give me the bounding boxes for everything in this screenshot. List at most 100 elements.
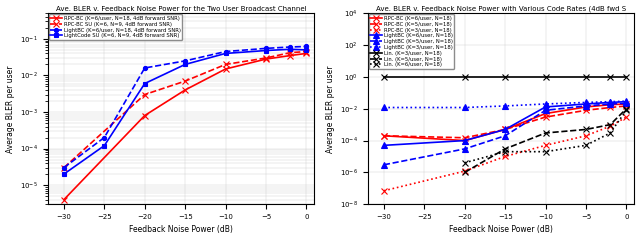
Line: LightBC (K=6/user, N=18, 4dB forward SNR): LightBC (K=6/user, N=18, 4dB forward SNR… xyxy=(62,44,308,170)
Lin. (K=6/user, N=18) xyxy=(623,109,630,112)
LightBC (K=6/user, N=18) xyxy=(501,128,509,131)
Title: Ave. BLER v. Feedback Noise Power for the Two User Broadcast Channel: Ave. BLER v. Feedback Noise Power for th… xyxy=(56,5,307,11)
Line: Lin. (K=3/user, N=18): Lin. (K=3/user, N=18) xyxy=(381,74,629,80)
X-axis label: Feedback Noise Power (dB): Feedback Noise Power (dB) xyxy=(129,225,233,235)
LightBC (K=6/user, N=18, 4dB forward SNR) xyxy=(181,60,189,62)
RPC-BC SU (K=6, N=9, 4dB forward SNR) xyxy=(60,166,68,169)
Y-axis label: Average BLER per user: Average BLER per user xyxy=(326,65,335,152)
RPC-BC (K=6/user, N=18, 4dB forward SNR) xyxy=(262,58,270,61)
LightCode SU (K=6, N=9, 4dB forward SNR) xyxy=(100,144,108,147)
Line: LightCode SU (K=6, N=9, 4dB forward SNR): LightCode SU (K=6, N=9, 4dB forward SNR) xyxy=(62,47,308,176)
Line: LightBC (K=6/user, N=18): LightBC (K=6/user, N=18) xyxy=(381,99,629,148)
Legend: RPC-BC (K=6/user, N=18), RPC-BC (K=5/user, N=18), RPC-BC (K=3/user, N=18), Light: RPC-BC (K=6/user, N=18), RPC-BC (K=5/use… xyxy=(369,14,454,69)
RPC-BC (K=6/user, N=18, 4dB forward SNR) xyxy=(60,198,68,201)
Lin. (K=3/user, N=18) xyxy=(606,75,614,78)
Line: LightBC (K=3/user, N=18): LightBC (K=3/user, N=18) xyxy=(381,98,629,110)
LightBC (K=6/user, N=18) xyxy=(606,101,614,104)
Y-axis label: Average BLER per user: Average BLER per user xyxy=(6,65,15,152)
Line: Lin. (K=6/user, N=18): Lin. (K=6/user, N=18) xyxy=(462,108,629,166)
Line: Lin. (K=5/user, N=18): Lin. (K=5/user, N=18) xyxy=(462,106,629,175)
RPC-BC (K=5/user, N=18) xyxy=(541,116,549,119)
LightBC (K=3/user, N=18) xyxy=(461,106,468,109)
Lin. (K=6/user, N=18) xyxy=(582,144,590,147)
LightBC (K=5/user, N=18) xyxy=(501,134,509,137)
RPC-BC (K=6/user, N=18, 4dB forward SNR) xyxy=(303,52,310,55)
Line: RPC-BC (K=6/user, N=18, 4dB forward SNR): RPC-BC (K=6/user, N=18, 4dB forward SNR) xyxy=(61,51,309,202)
LightBC (K=6/user, N=18, 4dB forward SNR) xyxy=(221,50,229,53)
RPC-BC (K=3/user, N=18) xyxy=(606,125,614,128)
LightBC (K=5/user, N=18) xyxy=(541,109,549,112)
RPC-BC SU (K=6, N=9, 4dB forward SNR) xyxy=(221,63,229,66)
Lin. (K=3/user, N=18) xyxy=(461,75,468,78)
LightCode SU (K=6, N=9, 4dB forward SNR) xyxy=(141,82,148,85)
RPC-BC (K=6/user, N=18, 4dB forward SNR) xyxy=(221,67,229,70)
Lin. (K=3/user, N=18) xyxy=(582,75,590,78)
RPC-BC (K=3/user, N=18) xyxy=(582,134,590,137)
RPC-BC (K=6/user, N=18) xyxy=(461,139,468,142)
Line: LightBC (K=5/user, N=18): LightBC (K=5/user, N=18) xyxy=(381,101,629,168)
Lin. (K=5/user, N=18) xyxy=(606,123,614,126)
RPC-BC (K=5/user, N=18) xyxy=(606,106,614,109)
LightCode SU (K=6, N=9, 4dB forward SNR) xyxy=(60,173,68,176)
RPC-BC SU (K=6, N=9, 4dB forward SNR) xyxy=(303,50,310,53)
LightBC (K=3/user, N=18) xyxy=(582,101,590,104)
LightBC (K=6/user, N=18) xyxy=(623,100,630,103)
LightBC (K=3/user, N=18) xyxy=(606,100,614,103)
Lin. (K=3/user, N=18) xyxy=(380,75,388,78)
RPC-BC (K=6/user, N=18) xyxy=(380,134,388,137)
RPC-BC (K=6/user, N=18) xyxy=(623,103,630,106)
LightBC (K=6/user, N=18) xyxy=(541,105,549,108)
Line: RPC-BC (K=6/user, N=18): RPC-BC (K=6/user, N=18) xyxy=(381,101,629,143)
RPC-BC (K=5/user, N=18) xyxy=(461,136,468,139)
LightCode SU (K=6, N=9, 4dB forward SNR) xyxy=(181,63,189,66)
RPC-BC (K=3/user, N=18) xyxy=(623,116,630,119)
RPC-BC (K=3/user, N=18) xyxy=(380,189,388,192)
Lin. (K=5/user, N=18) xyxy=(461,171,468,174)
RPC-BC (K=6/user, N=18) xyxy=(582,105,590,108)
X-axis label: Feedback Noise Power (dB): Feedback Noise Power (dB) xyxy=(449,225,553,235)
LightBC (K=6/user, N=18, 4dB forward SNR) xyxy=(286,46,294,49)
Lin. (K=5/user, N=18) xyxy=(623,107,630,110)
RPC-BC SU (K=6, N=9, 4dB forward SNR) xyxy=(181,80,189,83)
Lin. (K=5/user, N=18) xyxy=(541,131,549,134)
Title: Ave. BLER v. Feedback Noise Power with Various Code Rates (4dB fwd S: Ave. BLER v. Feedback Noise Power with V… xyxy=(376,5,626,12)
RPC-BC SU (K=6, N=9, 4dB forward SNR) xyxy=(141,93,148,96)
LightCode SU (K=6, N=9, 4dB forward SNR) xyxy=(221,52,229,55)
LightBC (K=6/user, N=18) xyxy=(461,139,468,142)
LightCode SU (K=6, N=9, 4dB forward SNR) xyxy=(303,48,310,51)
Lin. (K=6/user, N=18) xyxy=(461,161,468,164)
Line: RPC-BC (K=5/user, N=18): RPC-BC (K=5/user, N=18) xyxy=(381,103,629,140)
Line: RPC-BC (K=3/user, N=18): RPC-BC (K=3/user, N=18) xyxy=(381,114,629,193)
RPC-BC (K=3/user, N=18) xyxy=(541,144,549,147)
RPC-BC (K=6/user, N=18) xyxy=(501,128,509,131)
RPC-BC (K=3/user, N=18) xyxy=(461,170,468,173)
LightBC (K=3/user, N=18) xyxy=(501,105,509,108)
LightBC (K=6/user, N=18, 4dB forward SNR) xyxy=(141,66,148,69)
RPC-BC (K=3/user, N=18) xyxy=(501,155,509,158)
LightBC (K=5/user, N=18) xyxy=(461,147,468,150)
LightBC (K=6/user, N=18) xyxy=(582,103,590,106)
Lin. (K=6/user, N=18) xyxy=(541,150,549,153)
LightBC (K=6/user, N=18, 4dB forward SNR) xyxy=(262,47,270,50)
Lin. (K=5/user, N=18) xyxy=(582,128,590,131)
RPC-BC (K=5/user, N=18) xyxy=(501,128,509,131)
Line: RPC-BC SU (K=6, N=9, 4dB forward SNR): RPC-BC SU (K=6, N=9, 4dB forward SNR) xyxy=(61,49,309,170)
RPC-BC SU (K=6, N=9, 4dB forward SNR) xyxy=(286,51,294,54)
LightCode SU (K=6, N=9, 4dB forward SNR) xyxy=(262,49,270,52)
Lin. (K=6/user, N=18) xyxy=(606,131,614,134)
LightBC (K=6/user, N=18, 4dB forward SNR) xyxy=(303,45,310,48)
LightBC (K=3/user, N=18) xyxy=(380,106,388,109)
RPC-BC (K=6/user, N=18, 4dB forward SNR) xyxy=(181,88,189,91)
Legend: RPC-BC (K=6/user, N=18, 4dB forward SNR), RPC-BC SU (K=6, N=9, 4dB forward SNR),: RPC-BC (K=6/user, N=18, 4dB forward SNR)… xyxy=(49,14,182,40)
RPC-BC (K=5/user, N=18) xyxy=(623,105,630,108)
RPC-BC (K=6/user, N=18) xyxy=(606,103,614,106)
LightBC (K=3/user, N=18) xyxy=(623,100,630,103)
RPC-BC (K=6/user, N=18) xyxy=(541,112,549,115)
LightBC (K=5/user, N=18) xyxy=(623,102,630,105)
LightBC (K=6/user, N=18, 4dB forward SNR) xyxy=(60,166,68,169)
LightBC (K=5/user, N=18) xyxy=(606,103,614,106)
Lin. (K=5/user, N=18) xyxy=(501,147,509,150)
LightBC (K=5/user, N=18) xyxy=(582,105,590,108)
Lin. (K=3/user, N=18) xyxy=(623,75,630,78)
RPC-BC (K=5/user, N=18) xyxy=(582,109,590,112)
